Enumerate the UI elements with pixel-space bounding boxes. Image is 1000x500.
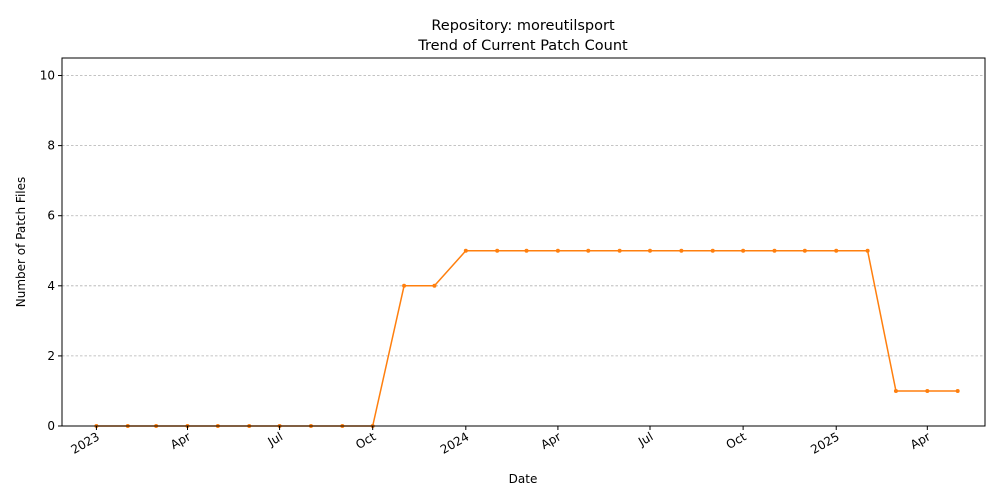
data-point <box>617 248 622 253</box>
data-point <box>802 248 807 253</box>
data-point <box>741 248 746 253</box>
x-tick-label: 2025 <box>808 429 841 456</box>
chart-title-line2: Trend of Current Patch Count <box>417 38 628 54</box>
y-tick-label: 10 <box>40 69 55 83</box>
y-tick-label: 6 <box>47 209 55 223</box>
y-axis-title: Number of Patch Files <box>14 177 28 308</box>
x-tick-label: Apr <box>538 429 563 452</box>
data-point <box>865 248 870 253</box>
data-point <box>772 248 777 253</box>
y-tick-label: 0 <box>47 419 55 433</box>
data-point <box>955 388 960 393</box>
data-point <box>524 248 529 253</box>
y-axis: 0 2 4 6 8 10 <box>40 69 62 433</box>
data-point <box>710 248 715 253</box>
x-tick-label: 2023 <box>68 429 101 456</box>
plot-frame <box>61 57 986 427</box>
data-point <box>648 248 653 253</box>
x-tick-label: Apr <box>908 429 933 452</box>
x-tick-label: Jul <box>265 429 285 449</box>
plot-area <box>94 248 960 428</box>
data-point <box>402 283 407 288</box>
data-point <box>432 283 437 288</box>
series-line <box>96 250 958 427</box>
data-point <box>893 388 898 393</box>
x-tick-label: Oct <box>724 429 749 452</box>
x-tick-label: Oct <box>353 429 378 452</box>
data-point <box>586 248 591 253</box>
data-point <box>495 248 500 253</box>
chart-title-line1: Repository: moreutilsport <box>431 18 615 34</box>
x-tick-label: Jul <box>635 429 655 449</box>
x-axis-title: Date <box>509 472 538 486</box>
y-tick-label: 8 <box>47 139 55 153</box>
data-point <box>834 248 839 253</box>
y-tick-label: 2 <box>47 349 55 363</box>
y-tick-label: 4 <box>47 279 55 293</box>
data-point <box>925 388 930 393</box>
x-axis: 2023 Apr Jul Oct 2024 Apr Jul Oct 2025 Apr <box>68 426 933 457</box>
data-point <box>679 248 684 253</box>
data-point <box>555 248 560 253</box>
x-tick-label: Apr <box>168 429 193 452</box>
data-point <box>463 248 468 253</box>
x-tick-label: 2024 <box>438 429 471 456</box>
